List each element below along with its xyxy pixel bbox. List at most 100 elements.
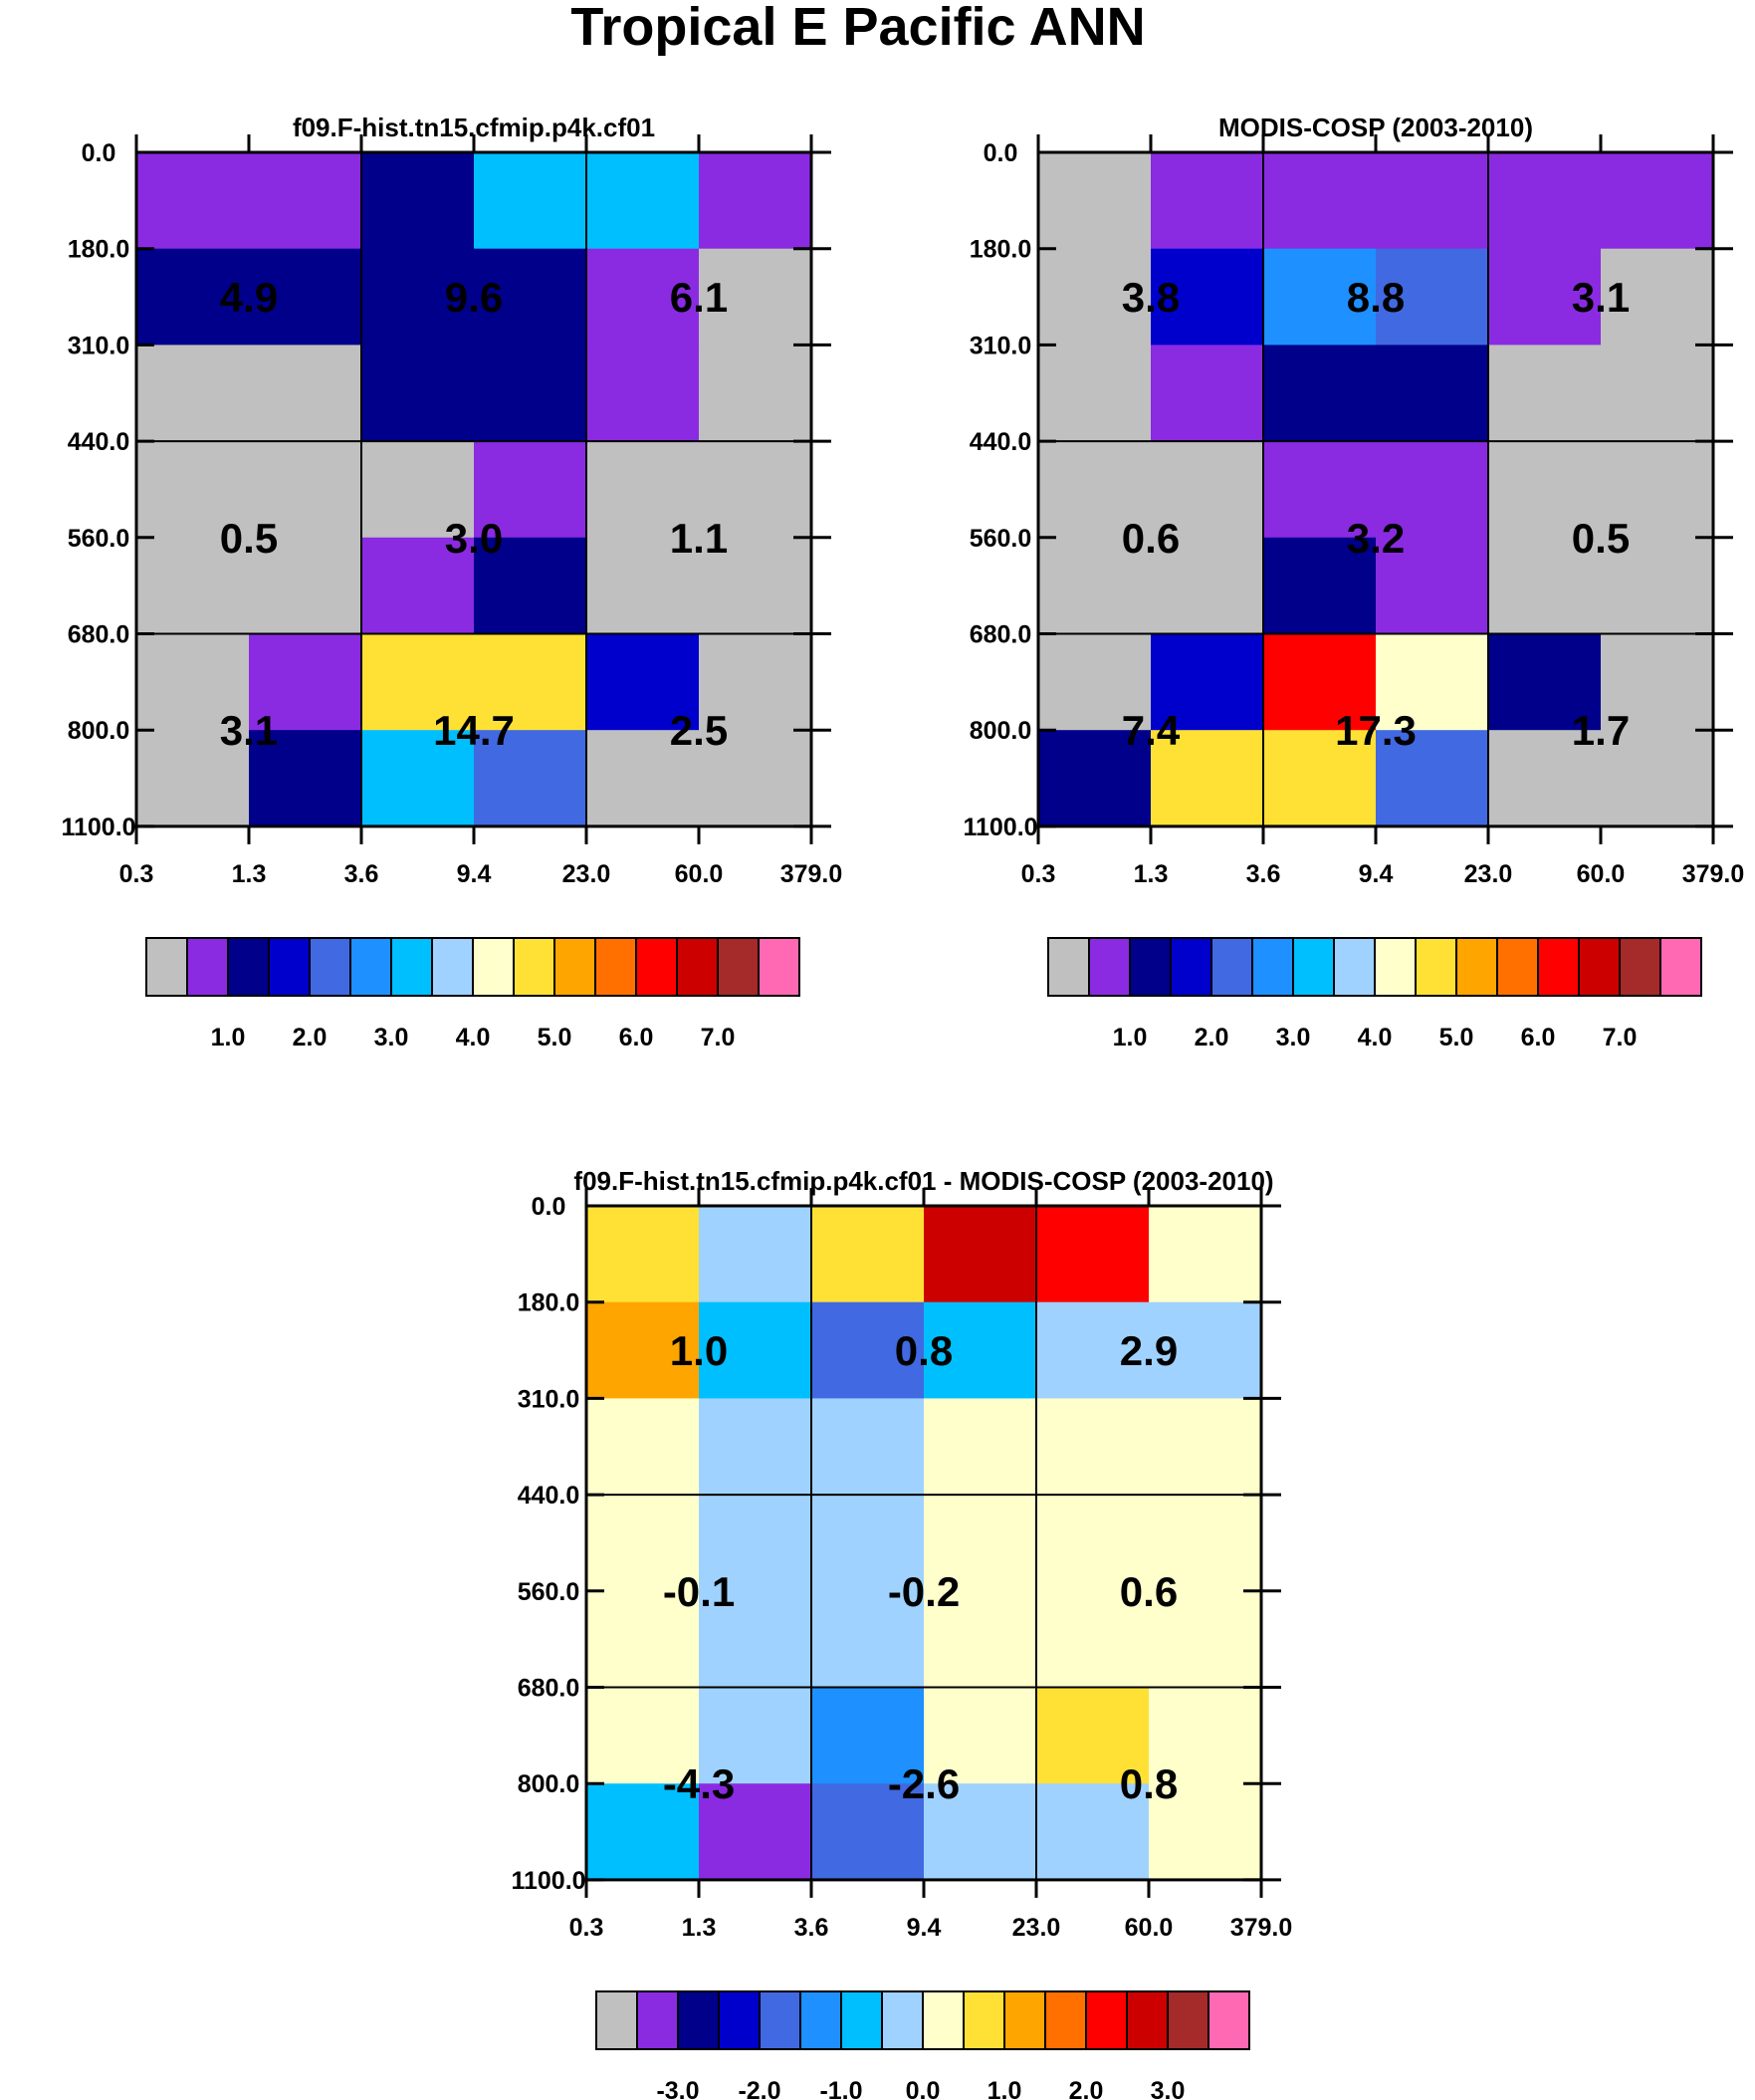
heatmap-cell [1376,537,1489,635]
cell-annotation: 14.7 [433,707,515,754]
colorbar-swatch [1167,1990,1209,2050]
heatmap-cell [586,1687,700,1784]
cell-annotation: 3.0 [445,515,503,562]
cell-annotation: 3.1 [220,707,278,754]
colorbar-label: 3.0 [374,1024,409,1051]
colorbar-label: -1.0 [819,2077,862,2100]
heatmap-cell [474,730,587,827]
x-tick-label: 9.4 [457,860,492,888]
y-tick-label: 180.0 [970,236,1032,264]
heatmap-cell [249,537,362,635]
colorbar-swatch [309,937,351,997]
x-tick-label: 1.3 [1134,860,1169,888]
colorbar-swatch [636,1990,679,2050]
colorbar-swatch [1578,937,1621,997]
heatmap-cell [811,1301,925,1399]
heatmap-cell [924,1495,1037,1592]
colorbar-swatch [431,937,474,997]
heatmap-cell [361,152,475,250]
colorbar-swatch [1292,937,1335,997]
colorbar-swatch [635,937,678,997]
x-tick-label: 0.3 [119,860,154,888]
heatmap-cell [586,730,700,827]
cell-annotation: 1.7 [1572,707,1630,754]
heatmap-cell [924,1590,1037,1689]
colorbar-label: 2.0 [1069,2077,1104,2100]
panel-difference: f09.F-hist.tn15.cfmip.p4k.cf01 - MODIS-C… [511,1166,1292,2100]
cell-annotation: 17.3 [1335,707,1417,754]
heatmap-cell [1263,730,1377,827]
heatmap-cell [1263,152,1377,250]
colorbar-label: 7.0 [1603,1024,1638,1051]
cell-annotation: 2.5 [670,707,728,754]
heatmap-cell [474,537,587,635]
heatmap-cell [1376,441,1489,539]
cell-annotation: 4.9 [220,274,278,321]
heatmap-cell [1263,633,1377,731]
heatmap-cell [249,248,362,346]
heatmap-cell [474,248,587,346]
y-tick-label: 310.0 [518,1385,580,1413]
heatmap-cell [586,1783,700,1881]
x-tick-label: 23.0 [1464,860,1513,888]
heatmap-cell [136,152,250,250]
y-tick-label: 560.0 [68,525,130,553]
heatmap-cell [1151,441,1264,539]
colorbar-label: 3.0 [1276,1024,1311,1051]
y-tick-label: 180.0 [518,1289,580,1317]
y-tick-label: 560.0 [518,1578,580,1606]
heatmap-cell [699,441,812,539]
y-tick-label: 180.0 [68,236,130,264]
heatmap-cell [361,730,475,827]
colorbar-swatch [1251,937,1294,997]
colorbar-label: 6.0 [619,1024,654,1051]
x-tick-label: 23.0 [1012,1914,1061,1942]
cell-annotation: 0.8 [1120,1760,1178,1807]
colorbar-swatch [186,937,229,997]
y-tick-label: 310.0 [970,332,1032,359]
heatmap-cell [811,1495,925,1592]
heatmap-cell [249,633,362,731]
panel-obs: MODIS-COSP (2003-2010) 0.0180.0310.0440.… [963,113,1744,1051]
heatmap-cell [1376,248,1489,346]
heatmap-cell [1149,1398,1262,1496]
heatmap-cell [586,1301,700,1399]
heatmap-cell [586,1206,700,1303]
heatmap-cell [586,633,700,731]
x-tick-label: 379.0 [1230,1914,1293,1942]
heatmap-cell [1038,633,1152,731]
heatmap-cell [586,1590,700,1689]
cell-annotation: -4.3 [663,1760,735,1807]
heatmap-cell [699,345,812,442]
heatmap-cell [924,1398,1037,1496]
heatmap-cell [136,537,250,635]
heatmap-cell [249,345,362,442]
colorbar-swatch [1170,937,1212,997]
colorbar-swatch [1496,937,1539,997]
y-tick-label: 440.0 [970,428,1032,456]
cell-annotation: 0.5 [1572,515,1630,562]
colorbar-label: 1.0 [987,2077,1022,2100]
heatmap-cell [1488,730,1602,827]
x-tick-label: 1.3 [682,1914,717,1942]
heatmap-cell [586,152,700,250]
x-tick-label: 9.4 [1359,860,1394,888]
y-tick-label: 560.0 [970,525,1032,553]
colorbar-label: 7.0 [701,1024,736,1051]
heatmap-cell [136,730,250,827]
colorbar-label: -2.0 [738,2077,780,2100]
heatmap-cell [1488,537,1602,635]
heatmap-cell [811,1590,925,1689]
heatmap-cell [1263,441,1377,539]
colorbar-swatch [268,937,311,997]
heatmap-cell [361,248,475,346]
heatmap-cell [1036,1590,1150,1689]
y-tick-label: 680.0 [970,621,1032,649]
colorbar-label: 6.0 [1521,1024,1556,1051]
heatmap-cell [699,730,812,827]
heatmap-cell [474,152,587,250]
colorbar-label: 5.0 [538,1024,572,1051]
heatmap-cell [1376,152,1489,250]
heatmap-cell [811,1783,925,1881]
x-tick-label: 60.0 [1577,860,1626,888]
